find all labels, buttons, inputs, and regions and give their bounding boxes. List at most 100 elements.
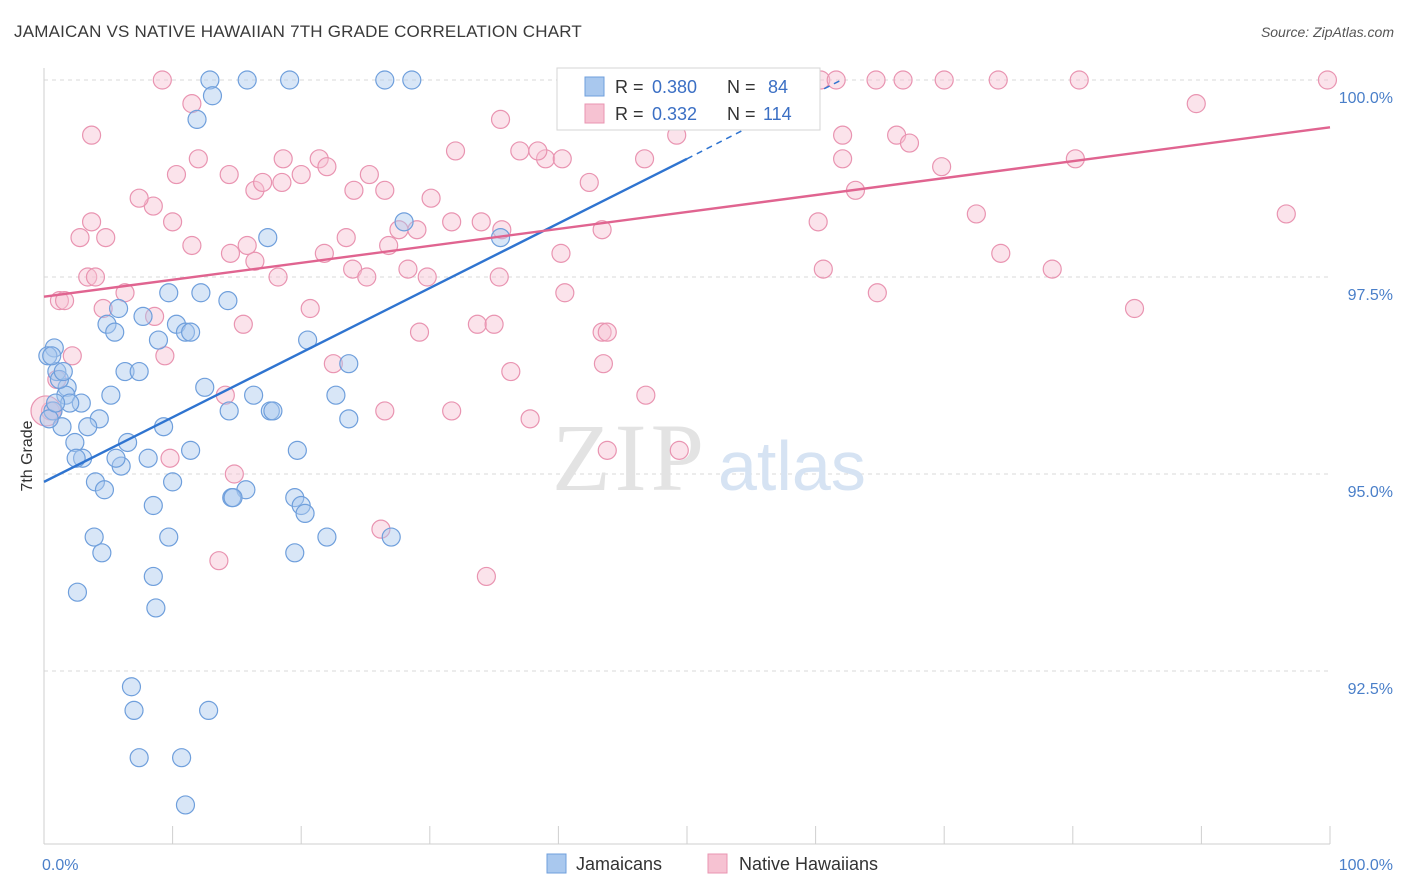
hawaiian-point [1124, 298, 1145, 319]
hawaiian-point [489, 267, 509, 287]
legend-n-label-1: N = [727, 77, 756, 97]
jamaican-point [375, 70, 395, 90]
hawaiian-point [371, 519, 391, 539]
hawaiian-point [233, 314, 253, 334]
hawaiian-point [81, 212, 102, 232]
hawaiian-point [535, 149, 556, 169]
jamaican-point [394, 212, 414, 232]
y-tick-label: 100.0% [1339, 90, 1393, 107]
hawaiian-point [237, 235, 257, 256]
jamaican-point [133, 306, 153, 326]
points-jamaicans [38, 70, 511, 815]
jamaican-point [67, 582, 88, 602]
jamaican-point [106, 448, 126, 468]
hawaiian-point [442, 401, 462, 421]
jamaican-point [159, 527, 179, 547]
hawaiian-point [272, 172, 292, 193]
legend-n-value-2: 114 [763, 104, 792, 124]
hawaiian-point [966, 204, 986, 224]
hawaiian-point [471, 212, 491, 232]
bottom-legend-hawaiians: Native Hawaiians [739, 854, 878, 874]
hawaiian-point [78, 267, 98, 287]
y-axis-label: 7th Grade [19, 420, 36, 491]
hawaiian-point [359, 164, 379, 185]
hawaiian-point [209, 551, 229, 571]
y-tick-label: 92.5% [1348, 681, 1393, 698]
hawaiian-point [224, 464, 244, 484]
jamaican-point [326, 385, 346, 405]
hawaiian-point [129, 188, 149, 208]
source-label: Source: ZipAtlas.com [1260, 24, 1394, 40]
jamaican-point [124, 700, 144, 721]
hawaiian-point [467, 314, 487, 334]
hawaiian-point [528, 141, 548, 161]
jamaican-point [244, 385, 264, 405]
hawaiian-point [833, 125, 853, 145]
hawaiian-point [398, 259, 418, 279]
jamaican-point [108, 298, 129, 319]
jamaican-point [195, 377, 215, 397]
jamaican-point [159, 283, 179, 303]
bottom-legend: Jamaicans Native Hawaiians [546, 853, 878, 874]
hawaiian-point [597, 440, 617, 460]
hawaiian-point [166, 164, 187, 185]
hawaiian-point [592, 322, 612, 342]
jamaican-point [172, 748, 192, 768]
legend-n-value-1: 84 [768, 77, 788, 97]
jamaican-point [200, 70, 220, 90]
hawaiian-point [932, 157, 952, 177]
hawaiian-point [1042, 259, 1062, 279]
jamaican-point [105, 322, 125, 342]
hawaiian-point [484, 314, 504, 334]
jamaican-point [53, 361, 73, 382]
jamaican-point [143, 566, 163, 587]
jamaican-point [191, 283, 211, 303]
hawaiian-point [991, 243, 1011, 263]
jamaican-point [218, 291, 238, 311]
hawaiian-point [85, 267, 106, 287]
hawaiian-point [476, 566, 496, 587]
jamaican-point [237, 70, 257, 90]
bottom-legend-swatch-jamaicans [546, 853, 567, 874]
jamaican-point [163, 472, 183, 492]
hawaiian-point [314, 243, 334, 263]
jamaican-point [97, 314, 117, 334]
hawaiian-point [490, 109, 511, 130]
hawaiian-point [96, 228, 116, 248]
jamaican-point [143, 495, 163, 516]
hawaiian-point [1317, 70, 1338, 90]
hawaiian-point [934, 70, 954, 90]
hawaiian-point [510, 141, 530, 161]
legend-r-value-1: 0.380 [652, 77, 697, 97]
hawaiian-point [300, 298, 320, 319]
jamaican-point [42, 346, 62, 366]
hawaiian-point [555, 283, 575, 303]
hawaiian-point [54, 291, 75, 311]
hawaiian-point [273, 149, 293, 169]
jamaican-point [295, 503, 315, 524]
jamaican-point [187, 109, 207, 130]
hawaiian-point [417, 267, 437, 287]
jamaican-point [44, 338, 64, 358]
jamaican-point [339, 409, 359, 429]
legend-n-label-2: N = [727, 104, 756, 124]
hawaiian-point [309, 149, 329, 169]
hawaiian-point [593, 354, 614, 374]
jamaican-point [199, 700, 219, 721]
bottom-legend-swatch-hawaiians [707, 853, 728, 874]
hawaiian-point [579, 172, 599, 193]
hawaiian-point [1186, 94, 1206, 114]
jamaican-point [45, 393, 66, 413]
jamaican-point [146, 598, 166, 618]
jamaican-point [60, 393, 80, 413]
jamaican-point [202, 86, 223, 106]
hawaiian-point [317, 157, 337, 177]
hawaiian-point [336, 228, 356, 248]
jamaican-point [381, 527, 401, 547]
jamaican-point [280, 70, 300, 90]
hawaiian-point [375, 401, 395, 421]
y-tick-label: 97.5% [1348, 287, 1393, 304]
jamaican-point [78, 417, 98, 437]
legend-swatch-hawaiians [584, 103, 605, 124]
hawaiian-point [409, 322, 430, 342]
